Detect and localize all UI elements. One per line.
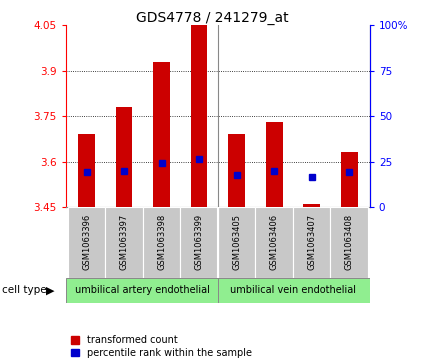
Bar xyxy=(330,207,368,278)
Text: umbilical artery endothelial: umbilical artery endothelial xyxy=(75,285,210,295)
Text: GSM1063397: GSM1063397 xyxy=(119,214,128,270)
Text: GSM1063398: GSM1063398 xyxy=(157,214,166,270)
Text: ▶: ▶ xyxy=(46,285,54,295)
Legend: transformed count, percentile rank within the sample: transformed count, percentile rank withi… xyxy=(71,335,252,358)
Bar xyxy=(341,152,357,207)
Text: GSM1063396: GSM1063396 xyxy=(82,214,91,270)
Text: cell type: cell type xyxy=(2,285,47,295)
Bar xyxy=(255,207,293,278)
Bar xyxy=(266,122,283,207)
Bar xyxy=(293,207,330,278)
Bar xyxy=(105,207,143,278)
Text: umbilical vein endothelial: umbilical vein endothelial xyxy=(230,285,356,295)
Bar xyxy=(116,107,133,207)
Bar xyxy=(218,207,255,278)
Bar xyxy=(303,204,320,207)
Bar xyxy=(180,207,218,278)
Bar xyxy=(153,62,170,207)
Text: GDS4778 / 241279_at: GDS4778 / 241279_at xyxy=(136,11,289,25)
Text: GSM1063405: GSM1063405 xyxy=(232,214,241,270)
Bar xyxy=(68,207,105,278)
Bar xyxy=(228,134,245,207)
Text: GSM1063406: GSM1063406 xyxy=(269,214,278,270)
Text: GSM1063407: GSM1063407 xyxy=(307,214,316,270)
Bar xyxy=(78,134,95,207)
Bar xyxy=(218,278,370,303)
Text: GSM1063408: GSM1063408 xyxy=(345,214,354,270)
Text: GSM1063399: GSM1063399 xyxy=(195,214,204,270)
Bar xyxy=(143,207,180,278)
Bar xyxy=(66,278,218,303)
Bar xyxy=(191,25,207,207)
